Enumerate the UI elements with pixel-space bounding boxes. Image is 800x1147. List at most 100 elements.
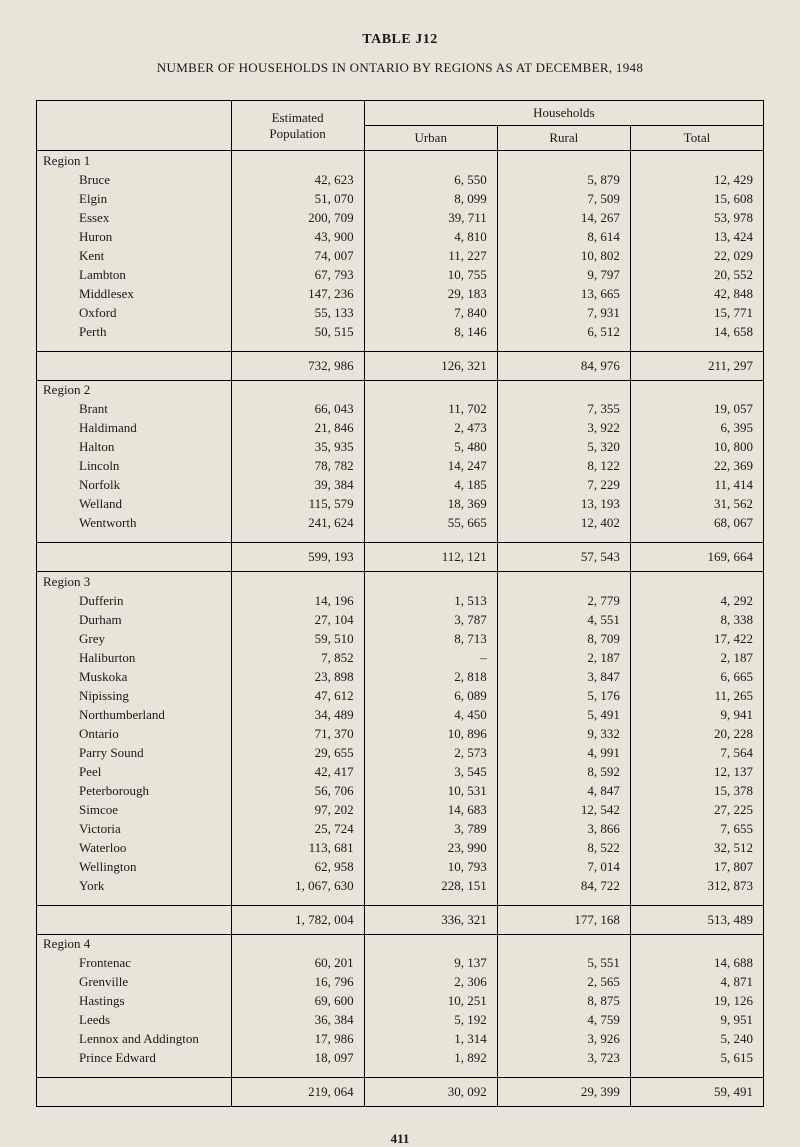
table-row: Muskoka23, 8982, 8183, 8476, 665: [37, 667, 764, 686]
cell-rural: 8, 122: [497, 457, 630, 476]
cell-est: 56, 706: [231, 781, 364, 800]
table-row: Hastings69, 60010, 2518, 87519, 126: [37, 992, 764, 1011]
cell-est: 29, 655: [231, 743, 364, 762]
cell-urban: 2, 306: [364, 973, 497, 992]
table-row: Northumberland34, 4894, 4505, 4919, 941: [37, 705, 764, 724]
subtotal-row: 1, 782, 004336, 321177, 168513, 489: [37, 905, 764, 934]
spacer-row: [37, 533, 764, 543]
table-row: Lennox and Addington17, 9861, 3143, 9265…: [37, 1030, 764, 1049]
cell-rural: 3, 926: [497, 1030, 630, 1049]
cell-rural: 9, 797: [497, 265, 630, 284]
cell-rural: 4, 551: [497, 610, 630, 629]
table-row: Waterloo113, 68123, 9908, 52232, 512: [37, 838, 764, 857]
row-label: Northumberland: [37, 705, 232, 724]
cell-est: 241, 624: [231, 514, 364, 533]
spacer: [37, 533, 232, 543]
subtotal-rural: 177, 168: [497, 905, 630, 934]
subtotal-label: [37, 905, 232, 934]
cell-urban: 5, 192: [364, 1011, 497, 1030]
spacer-row: [37, 341, 764, 351]
subtotal-urban: 126, 321: [364, 351, 497, 380]
cell-total: 11, 265: [630, 686, 763, 705]
cell-rural: 5, 176: [497, 686, 630, 705]
cell-est: 25, 724: [231, 819, 364, 838]
subtotal-total: 169, 664: [630, 543, 763, 572]
spacer: [630, 1068, 763, 1078]
cell-urban: 7, 840: [364, 303, 497, 322]
cell-est: 14, 196: [231, 591, 364, 610]
cell-urban: 2, 573: [364, 743, 497, 762]
spacer: [497, 895, 630, 905]
row-label: Haldimand: [37, 419, 232, 438]
cell-urban: 18, 369: [364, 495, 497, 514]
row-label: Peel: [37, 762, 232, 781]
cell-total: 19, 126: [630, 992, 763, 1011]
cell-est: 7, 852: [231, 648, 364, 667]
cell-total: 8, 338: [630, 610, 763, 629]
region-name: Region 2: [37, 380, 232, 400]
cell-rural: 13, 665: [497, 284, 630, 303]
row-label: Brant: [37, 400, 232, 419]
cell-urban: [364, 151, 497, 171]
table-row: Nipissing47, 6126, 0895, 17611, 265: [37, 686, 764, 705]
cell-total: 17, 807: [630, 857, 763, 876]
cell-urban: 10, 531: [364, 781, 497, 800]
cell-est: 18, 097: [231, 1049, 364, 1068]
cell-total: 2, 187: [630, 648, 763, 667]
table-row: Grey59, 5108, 7138, 70917, 422: [37, 629, 764, 648]
cell-est: 16, 796: [231, 973, 364, 992]
cell-urban: 3, 789: [364, 819, 497, 838]
region-name: Region 1: [37, 151, 232, 171]
row-label: Parry Sound: [37, 743, 232, 762]
cell-urban: 14, 683: [364, 800, 497, 819]
cell-est: [231, 151, 364, 171]
cell-total: 7, 655: [630, 819, 763, 838]
cell-total: [630, 151, 763, 171]
cell-urban: 14, 247: [364, 457, 497, 476]
spacer: [364, 533, 497, 543]
spacer: [364, 895, 497, 905]
spacer: [37, 1068, 232, 1078]
cell-urban: 55, 665: [364, 514, 497, 533]
subtotal-row: 599, 193112, 12157, 543169, 664: [37, 543, 764, 572]
subtotal-total: 513, 489: [630, 905, 763, 934]
cell-est: 39, 384: [231, 476, 364, 495]
cell-total: 42, 848: [630, 284, 763, 303]
cell-urban: 4, 185: [364, 476, 497, 495]
cell-total: 15, 378: [630, 781, 763, 800]
table-row: Ontario71, 37010, 8969, 33220, 228: [37, 724, 764, 743]
cell-rural: 7, 931: [497, 303, 630, 322]
cell-est: 71, 370: [231, 724, 364, 743]
row-label: Norfolk: [37, 476, 232, 495]
region-name: Region 4: [37, 934, 232, 954]
cell-rural: 5, 491: [497, 705, 630, 724]
spacer: [37, 895, 232, 905]
subtotal-rural: 29, 399: [497, 1078, 630, 1107]
cell-urban: 8, 146: [364, 322, 497, 341]
cell-urban: 9, 137: [364, 954, 497, 973]
region-header-row: Region 4: [37, 934, 764, 954]
cell-total: 20, 228: [630, 724, 763, 743]
cell-rural: 7, 355: [497, 400, 630, 419]
table-row: Parry Sound29, 6552, 5734, 9917, 564: [37, 743, 764, 762]
subtotal-row: 219, 06430, 09229, 39959, 491: [37, 1078, 764, 1107]
table-row: Perth50, 5158, 1466, 51214, 658: [37, 322, 764, 341]
row-label: Peterborough: [37, 781, 232, 800]
table-row: Dufferin14, 1961, 5132, 7794, 292: [37, 591, 764, 610]
table-row: Brant66, 04311, 7027, 35519, 057: [37, 400, 764, 419]
region-header-row: Region 2: [37, 380, 764, 400]
table-row: Simcoe97, 20214, 68312, 54227, 225: [37, 800, 764, 819]
cell-urban: 6, 550: [364, 170, 497, 189]
cell-rural: 3, 866: [497, 819, 630, 838]
row-label: Muskoka: [37, 667, 232, 686]
cell-rural: 10, 802: [497, 246, 630, 265]
subtotal-est: 1, 782, 004: [231, 905, 364, 934]
cell-rural: 4, 759: [497, 1011, 630, 1030]
subtotal-label: [37, 543, 232, 572]
cell-urban: 11, 227: [364, 246, 497, 265]
cell-rural: 5, 879: [497, 170, 630, 189]
cell-total: 12, 429: [630, 170, 763, 189]
cell-rural: 12, 542: [497, 800, 630, 819]
table-row: Bruce42, 6236, 5505, 87912, 429: [37, 170, 764, 189]
spacer-row: [37, 1068, 764, 1078]
